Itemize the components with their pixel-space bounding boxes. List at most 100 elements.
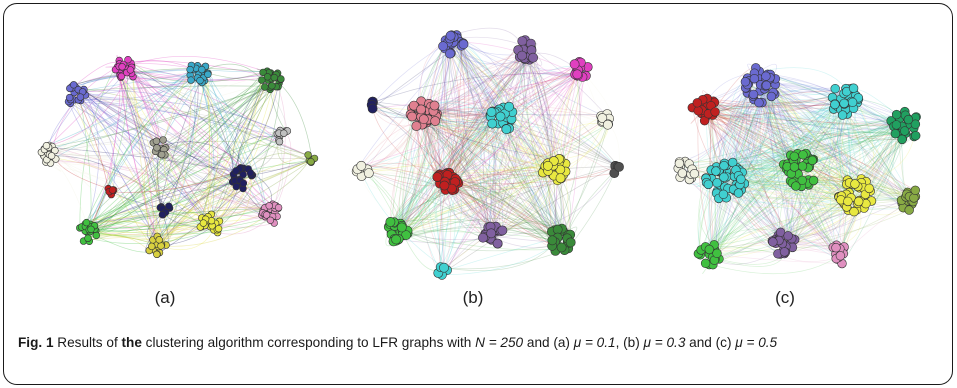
- panel-label-c: (c): [775, 288, 795, 307]
- graph-edge: [120, 74, 158, 240]
- graph-edge: [829, 103, 839, 260]
- graph-edge: [46, 69, 195, 147]
- graph-edge: [75, 86, 315, 159]
- graph-edge: [394, 55, 531, 240]
- graph-edge: [489, 172, 615, 239]
- graph-node: [304, 151, 312, 159]
- graph-edge: [233, 158, 315, 176]
- graph-node: [199, 219, 208, 227]
- graph-edge: [407, 165, 616, 231]
- graph-edge: [94, 69, 191, 226]
- graph-edge: [398, 124, 608, 232]
- graph-edge: [429, 118, 491, 227]
- graph-edge: [398, 57, 525, 240]
- graph-node: [159, 136, 167, 144]
- graph-node: [363, 168, 374, 178]
- graph-edge: [169, 72, 270, 209]
- graph-edge: [718, 197, 914, 202]
- caption-text: , (b): [615, 335, 644, 350]
- network-graph-c: [673, 63, 921, 275]
- graph-node: [268, 82, 276, 90]
- graph-edge: [87, 229, 215, 244]
- graph-edge: [447, 42, 493, 241]
- graph-edge: [54, 150, 277, 207]
- graph-edge: [454, 189, 555, 231]
- graph-node: [439, 262, 449, 273]
- graph-edge: [439, 115, 491, 178]
- graph-edge: [444, 40, 459, 184]
- graph-edge: [372, 101, 558, 238]
- graph-node: [274, 203, 283, 212]
- graph-node: [890, 128, 901, 139]
- graph-edge: [417, 116, 561, 233]
- graph-edge: [446, 120, 604, 190]
- graph-edge: [131, 67, 270, 207]
- graph-edge: [55, 67, 199, 160]
- graph-edge: [716, 92, 748, 168]
- graph-node: [903, 114, 914, 125]
- graph-edge: [68, 101, 280, 138]
- graph-edge: [450, 75, 579, 177]
- graph-node: [854, 196, 864, 207]
- graph-edge: [417, 71, 577, 117]
- graph-edge: [491, 174, 556, 241]
- graph-edge: [368, 172, 557, 240]
- graph-node: [418, 114, 429, 125]
- graph-edge: [83, 85, 279, 91]
- graph-node: [438, 41, 448, 52]
- graph-edge: [726, 193, 847, 208]
- graph-node: [495, 111, 506, 122]
- graph-node: [517, 50, 527, 61]
- graph-edge: [566, 70, 581, 239]
- graph-edge: [787, 167, 809, 236]
- graph-edge: [89, 132, 284, 232]
- graph-edge: [430, 106, 563, 169]
- graph-edge: [453, 41, 555, 176]
- panel-a-nodes: [37, 55, 319, 259]
- graph-edge: [411, 107, 556, 252]
- panel-b-nodes: [351, 30, 624, 280]
- graph-node: [761, 71, 771, 81]
- graph-edge: [428, 72, 577, 105]
- graph-edge: [398, 67, 581, 240]
- graph-edge: [131, 67, 153, 247]
- caption-math: μ =: [643, 335, 663, 350]
- graph-edge: [85, 214, 262, 236]
- graph-edge: [453, 41, 571, 235]
- graph-edge: [199, 80, 213, 228]
- network-panel-a: [20, 45, 330, 275]
- graph-edge: [684, 105, 838, 162]
- graph-node: [275, 137, 284, 146]
- graph-node: [556, 242, 567, 253]
- graph-edge: [162, 149, 270, 207]
- graph-node: [848, 83, 859, 93]
- graph-edge: [712, 114, 789, 236]
- graph-node: [153, 250, 161, 259]
- graph-node: [124, 55, 132, 64]
- graph-edge: [698, 95, 849, 254]
- graph-node: [718, 189, 729, 200]
- graph-edge: [446, 165, 616, 271]
- graph-node: [239, 179, 248, 187]
- graph-edge: [90, 219, 271, 235]
- graph-edge: [74, 92, 288, 132]
- graph-node: [407, 111, 417, 122]
- graph-edge: [79, 139, 279, 229]
- graph-edge: [368, 57, 525, 174]
- graph-node: [152, 137, 161, 145]
- graph-node: [768, 237, 778, 247]
- graph-edge: [44, 78, 281, 150]
- graph-edge: [372, 108, 446, 191]
- graph-edge: [127, 59, 159, 142]
- graph-edge: [460, 41, 583, 78]
- graph-edge: [393, 124, 424, 227]
- graph-edge: [456, 35, 491, 228]
- graph-edge: [397, 118, 507, 240]
- graph-edge: [809, 166, 912, 202]
- graph-edge: [410, 116, 443, 275]
- graph-edge: [423, 119, 444, 268]
- graph-node: [84, 234, 92, 242]
- graph-node: [47, 152, 56, 160]
- graph-node: [614, 161, 624, 172]
- graph-node: [555, 173, 566, 183]
